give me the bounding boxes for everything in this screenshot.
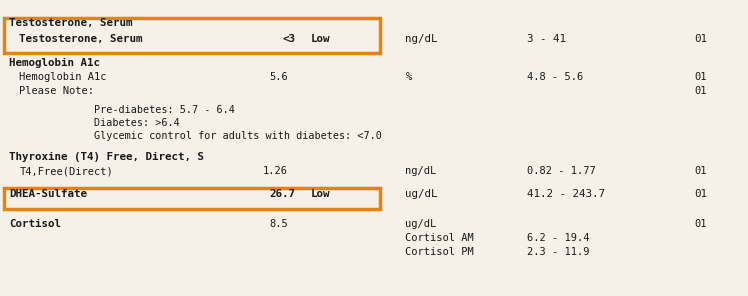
Text: Low: Low — [310, 34, 330, 44]
Text: Cortisol AM: Cortisol AM — [405, 233, 474, 243]
Text: Cortisol: Cortisol — [9, 219, 61, 229]
Text: 01: 01 — [694, 86, 707, 96]
Text: Pre-diabetes: 5.7 - 6.4: Pre-diabetes: 5.7 - 6.4 — [94, 105, 234, 115]
Text: %: % — [405, 72, 411, 82]
Text: Diabetes: >6.4: Diabetes: >6.4 — [94, 118, 180, 128]
Text: ug/dL: ug/dL — [405, 189, 438, 199]
Text: 41.2 - 243.7: 41.2 - 243.7 — [527, 189, 605, 199]
Text: 01: 01 — [694, 166, 707, 176]
Text: 01: 01 — [694, 219, 707, 229]
Text: 8.5: 8.5 — [269, 219, 288, 229]
Text: ng/dL: ng/dL — [405, 166, 437, 176]
Text: Testosterone, Serum: Testosterone, Serum — [19, 34, 143, 44]
Text: Cortisol PM: Cortisol PM — [405, 247, 474, 257]
Text: T4,Free(Direct): T4,Free(Direct) — [19, 166, 113, 176]
Text: 01: 01 — [694, 34, 707, 44]
Text: ng/dL: ng/dL — [405, 34, 438, 44]
Text: Hemoglobin A1c: Hemoglobin A1c — [19, 72, 107, 82]
Text: 5.6: 5.6 — [269, 72, 288, 82]
Text: 3 - 41: 3 - 41 — [527, 34, 566, 44]
Text: Glycemic control for adults with diabetes: <7.0: Glycemic control for adults with diabete… — [94, 131, 381, 141]
Text: Testosterone, Serum: Testosterone, Serum — [9, 18, 132, 28]
Text: 4.8 - 5.6: 4.8 - 5.6 — [527, 72, 583, 82]
Text: Please Note:: Please Note: — [19, 86, 94, 96]
Text: ug/dL: ug/dL — [405, 219, 437, 229]
Text: <3: <3 — [283, 34, 295, 44]
Text: 26.7: 26.7 — [269, 189, 295, 199]
Text: 01: 01 — [694, 72, 707, 82]
Text: Hemoglobin A1c: Hemoglobin A1c — [9, 58, 100, 68]
Text: Thyroxine (T4) Free, Direct, S: Thyroxine (T4) Free, Direct, S — [9, 152, 204, 162]
Text: DHEA-Sulfate: DHEA-Sulfate — [9, 189, 87, 199]
Bar — [4, 18, 380, 53]
Text: 01: 01 — [694, 189, 707, 199]
Text: 1.26: 1.26 — [263, 166, 288, 176]
Text: 6.2 - 19.4: 6.2 - 19.4 — [527, 233, 590, 243]
Bar — [4, 188, 380, 209]
Text: 2.3 - 11.9: 2.3 - 11.9 — [527, 247, 590, 257]
Text: 0.82 - 1.77: 0.82 - 1.77 — [527, 166, 596, 176]
Text: Low: Low — [310, 189, 330, 199]
